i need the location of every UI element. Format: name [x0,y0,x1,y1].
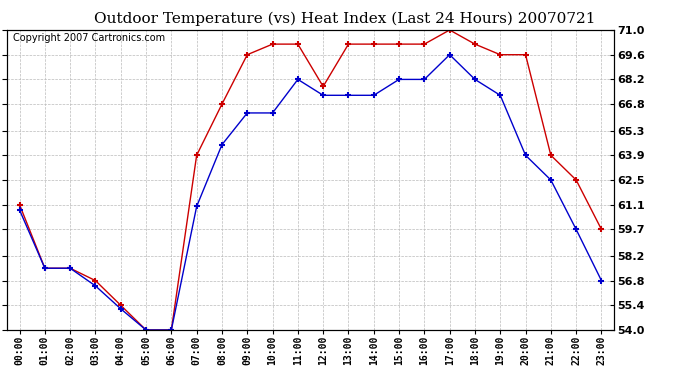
Text: Outdoor Temperature (vs) Heat Index (Last 24 Hours) 20070721: Outdoor Temperature (vs) Heat Index (Las… [95,11,595,26]
Text: Copyright 2007 Cartronics.com: Copyright 2007 Cartronics.com [13,33,165,43]
